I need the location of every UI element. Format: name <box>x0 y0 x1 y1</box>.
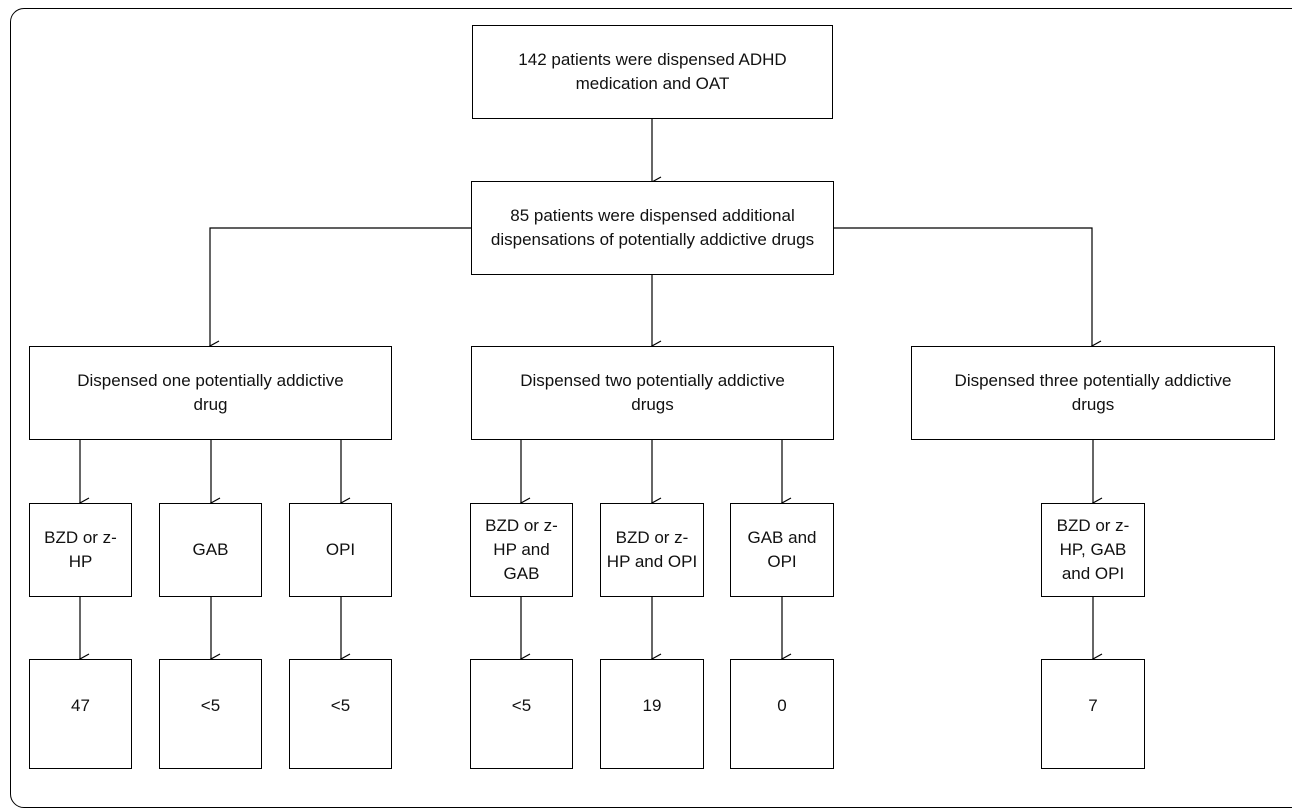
count-gab-opi: 0 <box>730 659 834 769</box>
count-opi: <5 <box>289 659 392 769</box>
box-bzd: BZD or z-HP <box>29 503 132 597</box>
box-bzd-gab: BZD or z-HP and GAB <box>470 503 573 597</box>
box-one-drug: Dispensed one potentially addictive drug <box>29 346 392 440</box>
box-two-drugs: Dispensed two potentially addictive drug… <box>471 346 834 440</box>
count-bzd-opi: 19 <box>600 659 704 769</box>
count-gab: <5 <box>159 659 262 769</box>
connector-lines <box>78 118 1103 665</box>
box-root: 142 patients were dispensed ADHD medicat… <box>472 25 833 119</box>
box-gab: GAB <box>159 503 262 597</box>
count-bzd: 47 <box>29 659 132 769</box>
box-opi: OPI <box>289 503 392 597</box>
box-gab-opi: GAB and OPI <box>730 503 834 597</box>
arrow-additional-to-one <box>208 227 471 352</box>
box-bzd-gab-opi: BZD or z-HP, GAB and OPI <box>1041 503 1145 597</box>
box-bzd-opi: BZD or z-HP and OPI <box>600 503 704 597</box>
box-three-drugs: Dispensed three potentially addictive dr… <box>911 346 1275 440</box>
count-bzd-gab-opi: 7 <box>1041 659 1145 769</box>
count-bzd-gab: <5 <box>470 659 573 769</box>
box-additional-dispensations: 85 patients were dispensed additional di… <box>471 181 834 275</box>
arrow-additional-to-three <box>834 227 1102 352</box>
